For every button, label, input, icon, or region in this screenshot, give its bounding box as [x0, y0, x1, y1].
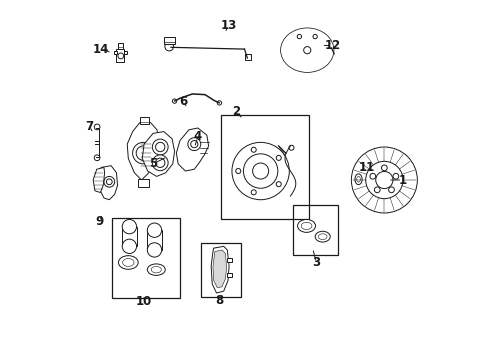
- Bar: [123, 51, 127, 54]
- Circle shape: [392, 174, 398, 179]
- Circle shape: [365, 161, 402, 199]
- Circle shape: [369, 174, 375, 179]
- Ellipse shape: [122, 258, 134, 266]
- Bar: [227, 258, 231, 262]
- Polygon shape: [127, 123, 159, 180]
- Polygon shape: [100, 166, 117, 200]
- Bar: [201, 243, 241, 297]
- Circle shape: [276, 156, 281, 161]
- Circle shape: [164, 42, 173, 51]
- Ellipse shape: [290, 37, 323, 64]
- Text: 14: 14: [93, 42, 109, 55]
- Circle shape: [152, 155, 168, 171]
- Circle shape: [122, 239, 136, 253]
- Text: 13: 13: [220, 19, 236, 32]
- Polygon shape: [211, 246, 228, 293]
- Bar: [163, 37, 174, 44]
- Text: 9: 9: [95, 215, 103, 228]
- Circle shape: [155, 142, 164, 152]
- Bar: [113, 51, 117, 54]
- Circle shape: [303, 46, 310, 54]
- Polygon shape: [93, 167, 104, 193]
- Circle shape: [172, 99, 176, 103]
- Circle shape: [106, 179, 112, 185]
- Ellipse shape: [284, 31, 330, 69]
- Ellipse shape: [354, 174, 362, 185]
- Circle shape: [251, 190, 256, 195]
- Circle shape: [147, 243, 162, 257]
- Ellipse shape: [294, 40, 320, 61]
- Circle shape: [94, 124, 100, 130]
- Text: 12: 12: [324, 39, 340, 52]
- Ellipse shape: [151, 266, 161, 273]
- Bar: [118, 43, 122, 49]
- Text: 10: 10: [136, 296, 152, 309]
- Circle shape: [276, 182, 281, 187]
- Bar: [227, 273, 231, 277]
- Ellipse shape: [118, 256, 138, 269]
- Text: 7: 7: [85, 120, 93, 133]
- Circle shape: [251, 147, 256, 152]
- Ellipse shape: [301, 222, 311, 229]
- Ellipse shape: [287, 34, 326, 67]
- Text: 6: 6: [179, 95, 187, 108]
- Text: 5: 5: [149, 157, 157, 170]
- Text: 11: 11: [358, 161, 374, 174]
- Polygon shape: [212, 250, 226, 288]
- Bar: [112, 218, 180, 298]
- Circle shape: [388, 187, 393, 193]
- Circle shape: [288, 145, 293, 150]
- Text: 3: 3: [311, 256, 320, 269]
- Bar: [122, 226, 136, 246]
- Circle shape: [155, 158, 164, 167]
- Bar: [147, 230, 162, 250]
- Circle shape: [118, 53, 123, 59]
- Circle shape: [104, 176, 115, 187]
- Circle shape: [351, 147, 416, 213]
- Text: 1: 1: [397, 174, 406, 186]
- Ellipse shape: [318, 234, 326, 239]
- Bar: [221, 116, 308, 220]
- Circle shape: [147, 223, 162, 237]
- Circle shape: [375, 171, 392, 189]
- Polygon shape: [142, 132, 174, 176]
- Text: 4: 4: [193, 130, 202, 144]
- Circle shape: [312, 35, 317, 39]
- Circle shape: [217, 101, 221, 105]
- Bar: [140, 117, 148, 124]
- Ellipse shape: [314, 231, 329, 242]
- Circle shape: [297, 35, 301, 39]
- Polygon shape: [176, 128, 208, 171]
- Text: 8: 8: [215, 294, 223, 307]
- Ellipse shape: [280, 28, 333, 72]
- Circle shape: [152, 139, 168, 155]
- Circle shape: [187, 138, 201, 150]
- Circle shape: [132, 142, 154, 164]
- Bar: [244, 54, 250, 60]
- Circle shape: [122, 220, 136, 234]
- Bar: [138, 179, 148, 187]
- Bar: [292, 205, 337, 255]
- Circle shape: [252, 163, 268, 179]
- Ellipse shape: [147, 264, 165, 275]
- Circle shape: [231, 142, 289, 200]
- Circle shape: [190, 140, 198, 148]
- Circle shape: [243, 154, 277, 188]
- Ellipse shape: [297, 220, 315, 232]
- Circle shape: [381, 165, 386, 171]
- Circle shape: [94, 155, 100, 161]
- Text: 2: 2: [231, 105, 240, 118]
- Circle shape: [374, 187, 379, 193]
- Circle shape: [235, 168, 240, 174]
- Bar: [116, 49, 124, 62]
- Ellipse shape: [356, 176, 360, 182]
- Circle shape: [136, 146, 150, 160]
